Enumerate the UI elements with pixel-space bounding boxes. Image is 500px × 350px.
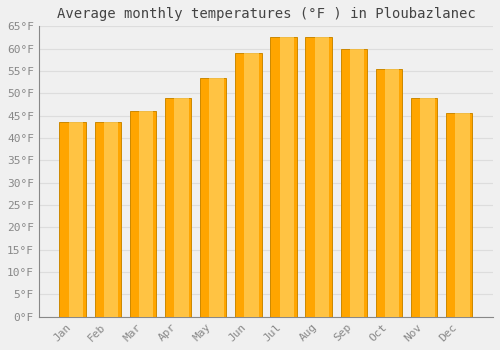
Bar bbox=[210, 78, 224, 317]
Bar bbox=[200, 78, 226, 317]
Bar bbox=[314, 37, 329, 317]
Bar bbox=[280, 37, 294, 317]
Bar bbox=[350, 49, 364, 317]
Bar bbox=[376, 69, 402, 317]
Bar bbox=[68, 122, 83, 317]
Bar bbox=[385, 69, 400, 317]
Bar bbox=[94, 122, 121, 317]
Bar bbox=[244, 53, 259, 317]
Bar bbox=[60, 122, 86, 317]
Bar bbox=[130, 111, 156, 317]
Bar bbox=[420, 98, 434, 317]
Bar bbox=[165, 98, 191, 317]
Bar bbox=[104, 122, 118, 317]
Bar bbox=[174, 98, 188, 317]
Bar bbox=[139, 111, 154, 317]
Bar bbox=[456, 113, 470, 317]
Bar bbox=[411, 98, 438, 317]
Bar bbox=[235, 53, 262, 317]
Bar bbox=[340, 49, 367, 317]
Bar bbox=[270, 37, 296, 317]
Bar bbox=[446, 113, 472, 317]
Bar bbox=[306, 37, 332, 317]
Title: Average monthly temperatures (°F ) in Ploubazlanec: Average monthly temperatures (°F ) in Pl… bbox=[56, 7, 476, 21]
